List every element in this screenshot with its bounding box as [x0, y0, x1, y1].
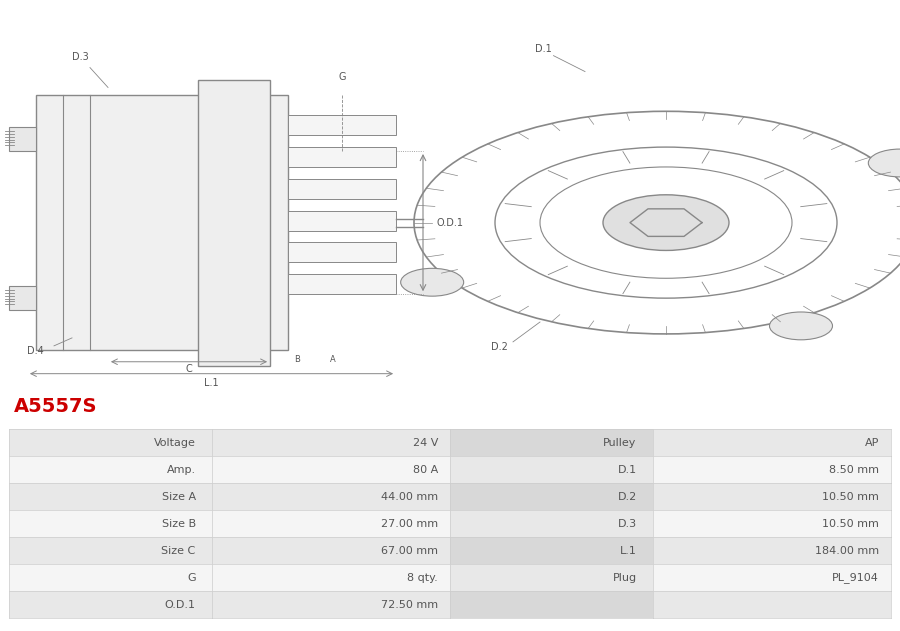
Text: 184.00 mm: 184.00 mm [815, 546, 879, 556]
Text: A5557S: A5557S [14, 398, 97, 416]
Text: D.4: D.4 [27, 346, 44, 356]
Text: L.1: L.1 [204, 377, 219, 387]
Circle shape [603, 195, 729, 251]
FancyBboxPatch shape [288, 211, 396, 230]
Text: A: A [330, 355, 336, 363]
Text: AP: AP [865, 438, 879, 447]
Text: 8 qty.: 8 qty. [408, 573, 438, 583]
Text: Pulley: Pulley [603, 438, 636, 447]
Text: 72.50 mm: 72.50 mm [381, 600, 438, 610]
Text: Size B: Size B [161, 519, 195, 529]
Text: 44.00 mm: 44.00 mm [381, 492, 438, 502]
Text: 10.50 mm: 10.50 mm [823, 519, 879, 529]
FancyBboxPatch shape [288, 179, 396, 199]
FancyBboxPatch shape [288, 274, 396, 294]
Text: 80 A: 80 A [413, 464, 438, 475]
Circle shape [400, 268, 464, 296]
Text: O.D.1: O.D.1 [436, 218, 464, 228]
FancyBboxPatch shape [288, 242, 396, 262]
Text: PL_9104: PL_9104 [832, 572, 879, 583]
Text: Amp.: Amp. [166, 464, 195, 475]
Text: D.3: D.3 [72, 52, 89, 62]
Text: Size C: Size C [161, 546, 195, 556]
Text: D.2: D.2 [617, 492, 636, 502]
FancyBboxPatch shape [36, 95, 288, 350]
Text: 27.00 mm: 27.00 mm [381, 519, 438, 529]
Text: 24 V: 24 V [413, 438, 438, 447]
Text: B: B [294, 355, 300, 363]
Circle shape [770, 312, 832, 340]
Text: G: G [338, 71, 346, 81]
Text: C: C [185, 363, 193, 374]
FancyBboxPatch shape [288, 115, 396, 135]
Text: Plug: Plug [613, 573, 636, 583]
Text: D.2: D.2 [491, 342, 508, 352]
Text: 67.00 mm: 67.00 mm [381, 546, 438, 556]
Text: D.1: D.1 [617, 464, 636, 475]
Text: D.1: D.1 [536, 44, 553, 54]
FancyBboxPatch shape [198, 80, 270, 366]
Text: 8.50 mm: 8.50 mm [829, 464, 879, 475]
FancyBboxPatch shape [288, 147, 396, 167]
Polygon shape [9, 286, 36, 310]
Text: Size A: Size A [161, 492, 195, 502]
Text: L.1: L.1 [620, 546, 636, 556]
Text: O.D.1: O.D.1 [165, 600, 195, 610]
Text: G: G [187, 573, 195, 583]
Text: Voltage: Voltage [154, 438, 195, 447]
Polygon shape [9, 127, 36, 151]
Circle shape [868, 149, 900, 177]
Text: D.3: D.3 [617, 519, 636, 529]
Text: 10.50 mm: 10.50 mm [823, 492, 879, 502]
